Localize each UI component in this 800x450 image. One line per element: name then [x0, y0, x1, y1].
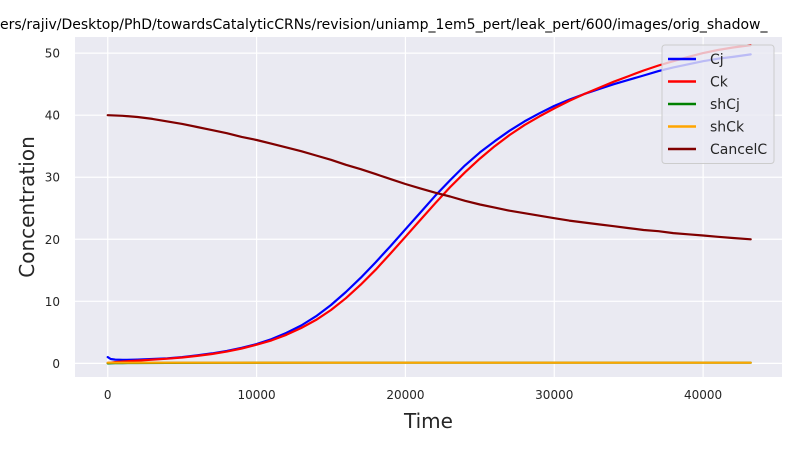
x-tick-label: 40000: [684, 388, 722, 402]
legend-label-shcj: shCj: [710, 97, 740, 113]
legend-label-cancelc: CancelC: [710, 142, 767, 158]
x-tick-label: 0: [104, 388, 112, 402]
x-tick-label: 20000: [386, 388, 424, 402]
y-tick-label: 50: [45, 47, 60, 61]
y-tick-label: 0: [52, 357, 60, 371]
legend-box: [661, 44, 775, 164]
y-tick-label: 10: [45, 295, 60, 309]
x-axis-label: Time: [403, 409, 453, 433]
tick-labels: 0 10000 20000 30000 40000 0 10 20 30 40 50: [45, 47, 722, 402]
x-tick-label: 30000: [535, 388, 573, 402]
legend-label-shck: shCk: [710, 120, 745, 136]
y-tick-label: 30: [45, 171, 60, 185]
series-line-cancelc: [106, 114, 752, 241]
legend-label-cj: Cj: [710, 52, 724, 68]
y-tick-label: 20: [45, 233, 60, 247]
y-axis-label: Concentration: [15, 136, 39, 277]
series-lines: [106, 44, 752, 365]
y-tick-label: 40: [45, 109, 60, 123]
chart-title: ers/rajiv/Desktop/PhD/towardsCatalyticCR…: [0, 17, 768, 33]
x-tick-label: 10000: [237, 388, 275, 402]
legend: Cj Ck shCj shCk CancelC: [661, 44, 775, 164]
series-line-ck: [106, 44, 752, 365]
legend-label-ck: Ck: [710, 75, 729, 91]
